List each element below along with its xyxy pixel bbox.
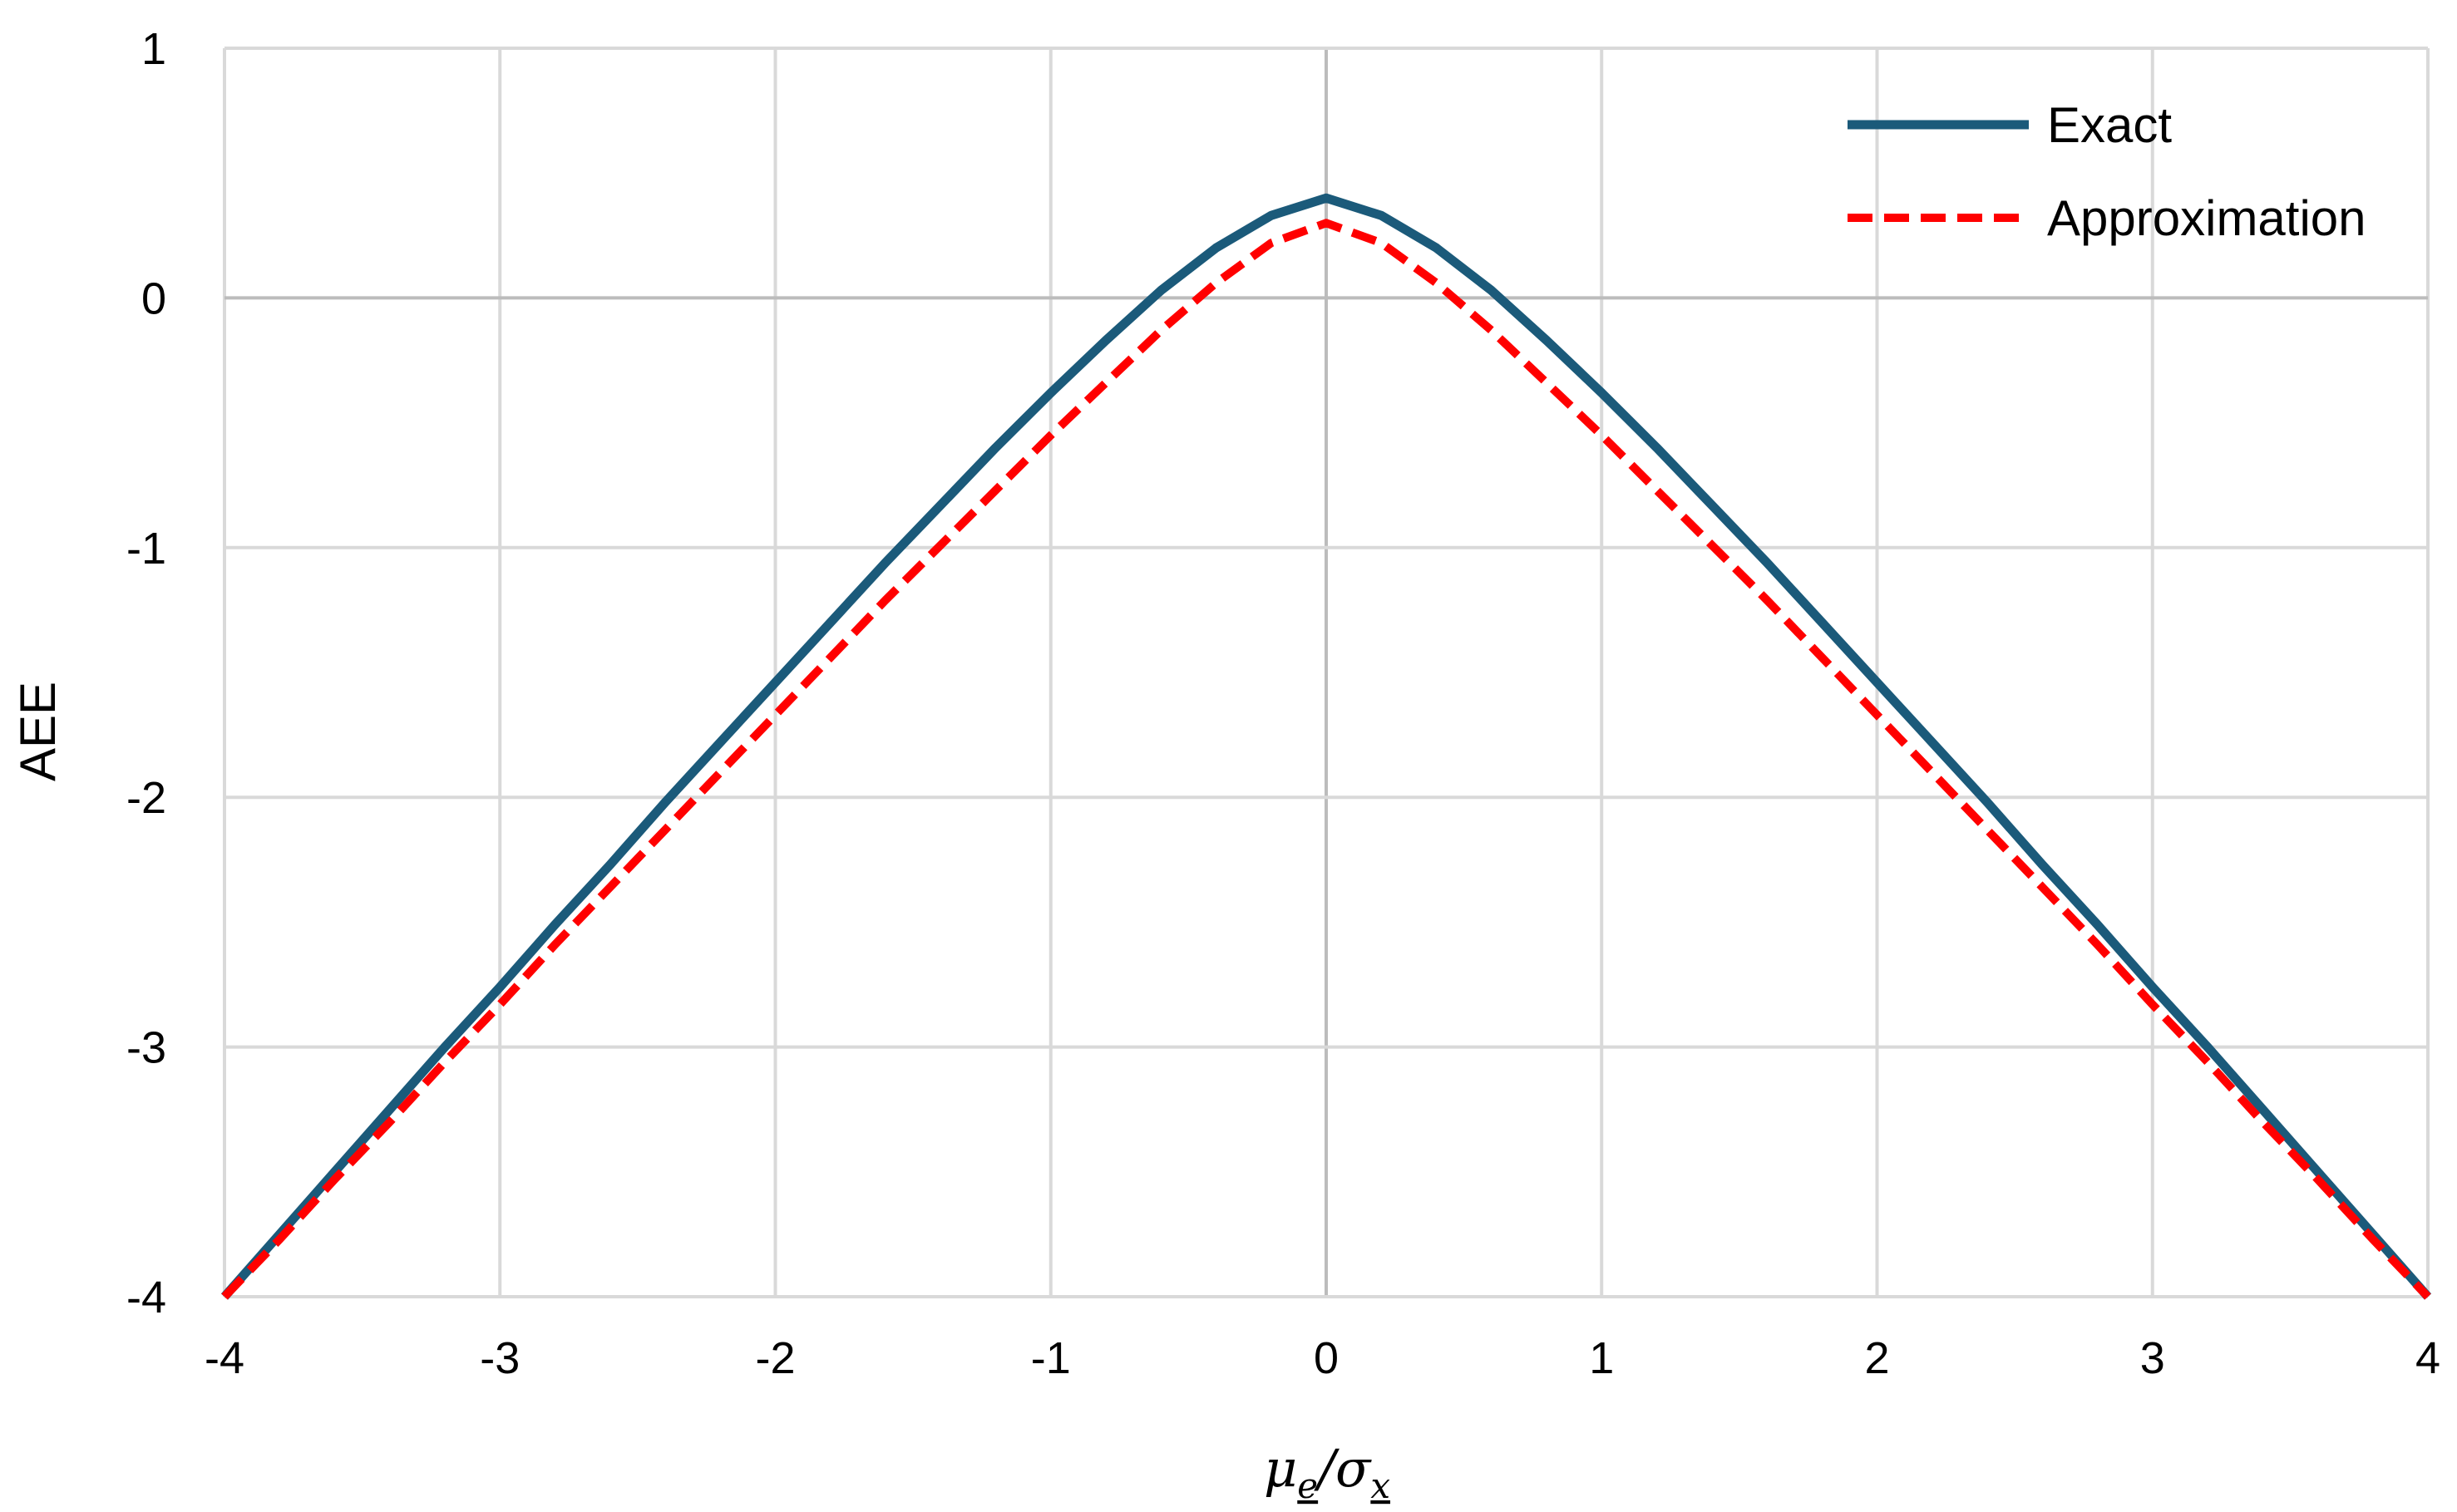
y-axis-title: AEE [10, 682, 66, 781]
x-axis-title-mu-sub: e [1297, 1465, 1318, 1506]
legend-label-approximation: Approximation [2047, 190, 2366, 246]
legend-label-exact: Exact [2047, 97, 2172, 153]
x-axis-title-sigma-sub: x [1370, 1465, 1390, 1506]
x-tick-label: 0 [1314, 1333, 1339, 1383]
series-line-exact [220, 193, 2432, 1300]
x-tick-label: -3 [480, 1333, 520, 1383]
x-tick-label: 3 [2140, 1333, 2165, 1383]
x-axis-title-slash: / [1314, 1438, 1340, 1499]
tick-labels: -4 -3 -2 -1 0 1 2 3 4 1 0 -1 -2 -3 -4 [126, 24, 2440, 1383]
x-tick-label: -2 [755, 1333, 795, 1383]
y-tick-label: -3 [126, 1023, 166, 1073]
gridlines [223, 47, 2430, 1298]
x-axis-title: μe/σx [1264, 1438, 1390, 1506]
legend: Exact Approximation [1848, 97, 2366, 246]
x-axis-title-mu: μ [1264, 1438, 1297, 1499]
x-tick-label: -4 [205, 1333, 244, 1383]
y-tick-label: -1 [126, 524, 166, 574]
series-line-approximation [221, 219, 2431, 1300]
x-tick-label: 4 [2415, 1333, 2440, 1383]
x-tick-label: -1 [1031, 1333, 1071, 1383]
series-layer [220, 193, 2432, 1300]
y-tick-label: 1 [141, 24, 166, 74]
y-tick-label: -4 [126, 1273, 166, 1322]
x-tick-label: 1 [1589, 1333, 1614, 1383]
x-tick-label: 2 [1864, 1333, 1889, 1383]
y-tick-label: -2 [126, 773, 166, 823]
x-axis-title-sigma: σ [1335, 1438, 1372, 1499]
y-tick-label: 0 [141, 273, 166, 323]
